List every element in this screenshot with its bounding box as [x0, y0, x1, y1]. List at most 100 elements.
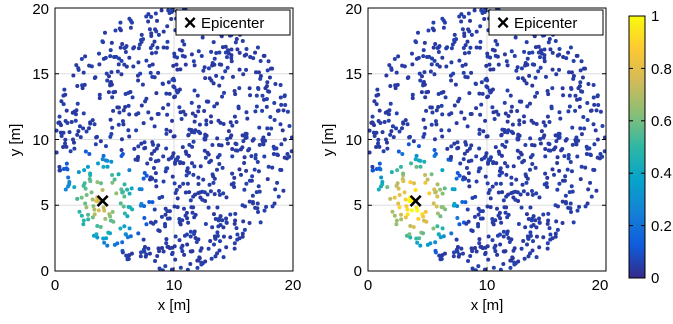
right-scatter-point — [413, 157, 418, 162]
left-y-tick-5: 5 — [41, 197, 49, 214]
left-scatter-point — [206, 246, 211, 251]
right-scatter-point — [528, 251, 533, 256]
left-scatter-point — [144, 96, 149, 101]
left-scatter-point — [75, 83, 80, 88]
left-scatter-point — [198, 164, 203, 169]
left-scatter-point — [120, 250, 125, 255]
right-scatter-point — [428, 241, 433, 246]
right-scatter-point — [596, 102, 601, 107]
left-scatter-point — [163, 212, 168, 217]
left-scatter-point — [254, 93, 259, 98]
right-scatter-point — [465, 149, 470, 154]
left-scatter-point — [289, 135, 293, 140]
left-scatter-point — [123, 45, 128, 50]
right-scatter-point — [498, 166, 503, 171]
right-scatter-point — [469, 32, 474, 37]
right-scatter-point — [579, 59, 584, 64]
right-scatter-point — [546, 218, 551, 223]
left-scatter-point — [188, 261, 193, 266]
right-scatter-point — [575, 154, 580, 159]
left-scatter-point — [161, 45, 166, 50]
right-scatter-point — [379, 175, 384, 180]
right-scatter-point — [417, 71, 422, 76]
right-scatter-point — [575, 53, 580, 58]
left-scatter-point — [104, 236, 109, 241]
right-scatter-point — [395, 181, 400, 186]
left-scatter-point — [154, 50, 159, 55]
right-scatter-point — [578, 80, 583, 85]
left-scatter-point — [206, 99, 211, 104]
left-scatter-point — [232, 89, 237, 94]
left-scatter-point — [88, 171, 93, 176]
left-scatter-point — [152, 124, 157, 129]
right-scatter-point — [567, 93, 572, 98]
left-scatter-point — [217, 161, 222, 166]
left-scatter-point — [256, 210, 261, 215]
right-scatter-point — [435, 194, 440, 199]
right-scatter-point — [510, 122, 515, 127]
left-scatter-point — [181, 206, 186, 211]
left-scatter-point — [119, 58, 124, 63]
left-scatter-point — [119, 137, 124, 142]
left-x-tick-10: 10 — [166, 277, 183, 294]
left-scatter-point — [264, 104, 269, 109]
right-scatter-point — [557, 131, 562, 136]
left-scatter-point — [220, 94, 225, 99]
right-scatter-point — [522, 256, 527, 261]
left-scatter-point — [289, 149, 293, 154]
left-scatter-point — [76, 129, 81, 134]
left-scatter-point — [256, 184, 261, 189]
left-scatter-point — [106, 90, 111, 95]
right-scatter-point — [388, 83, 393, 88]
left-scatter-point — [94, 134, 99, 139]
left-scatter-point — [134, 112, 139, 117]
left-scatter-point — [154, 91, 159, 96]
left-scatter-point — [93, 142, 98, 147]
right-scatter-point — [488, 67, 493, 72]
left-scatter-point — [121, 122, 126, 127]
left-scatter-point — [175, 205, 180, 210]
right-scatter-point — [560, 146, 565, 151]
right-scatter-point — [416, 216, 421, 221]
right-scatter-point — [415, 208, 420, 213]
right-scatter-point — [509, 129, 514, 134]
right-scatter-point — [438, 257, 443, 262]
left-scatter-point — [76, 67, 81, 72]
left-scatter-point — [237, 67, 242, 72]
left-scatter-point — [232, 175, 237, 180]
right-scatter-point — [502, 161, 507, 166]
left-scatter-point — [127, 134, 132, 139]
left-scatter-point — [102, 30, 107, 35]
left-scatter-point — [79, 213, 84, 218]
right-scatter-point — [403, 197, 408, 202]
right-scatter-point — [550, 167, 555, 172]
right-scatter-point — [498, 242, 503, 247]
left-scatter-point — [244, 110, 249, 115]
right-scatter-point — [494, 181, 499, 186]
right-scatter-point — [439, 103, 444, 108]
right-scatter-point — [499, 133, 504, 138]
left-scatter-point — [142, 204, 147, 209]
left-scatter-point — [160, 194, 165, 199]
right-scatter-point — [565, 167, 570, 172]
left-scatter-point — [165, 216, 170, 221]
left-scatter-point — [215, 233, 220, 238]
left-scatter-point — [220, 165, 225, 170]
right-scatter-point — [550, 67, 555, 72]
left-scatter-point — [171, 84, 176, 89]
right-scatter-point — [516, 155, 521, 160]
left-ticks — [54, 7, 294, 272]
right-scatter-point — [396, 201, 401, 206]
left-scatter-point — [122, 224, 127, 229]
right-scatter-point — [414, 164, 419, 169]
left-scatter-point — [164, 91, 169, 96]
right-scatter-point — [512, 53, 517, 58]
right-scatter-point — [421, 48, 426, 53]
right-scatter-point — [382, 120, 387, 125]
left-scatter-point — [83, 54, 88, 59]
right-scatter-point — [437, 253, 442, 258]
left-scatter-point — [228, 120, 233, 125]
left-scatter-point — [256, 87, 261, 92]
right-scatter-point — [433, 189, 438, 194]
left-scatter-point — [214, 50, 219, 55]
